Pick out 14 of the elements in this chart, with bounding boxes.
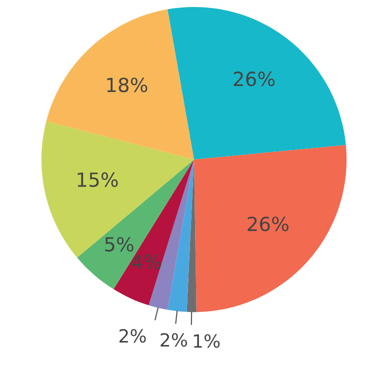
- data-label: 4%: [132, 254, 161, 270]
- data-label: 15%: [78, 172, 118, 188]
- pie-slice: [194, 145, 347, 312]
- data-label: 1%: [194, 334, 220, 348]
- data-label: 26%: [248, 216, 288, 232]
- data-label: 18%: [107, 78, 148, 92]
- pie-slice: [46, 9, 194, 160]
- data-label: 2%: [160, 333, 188, 347]
- data-label: 2%: [120, 329, 146, 343]
- pie-slice: [168, 160, 194, 312]
- data-label: 26%: [234, 72, 275, 86]
- data-label: 5%: [105, 236, 134, 252]
- pie-slice: [77, 160, 194, 290]
- pie-slice: [168, 6, 346, 160]
